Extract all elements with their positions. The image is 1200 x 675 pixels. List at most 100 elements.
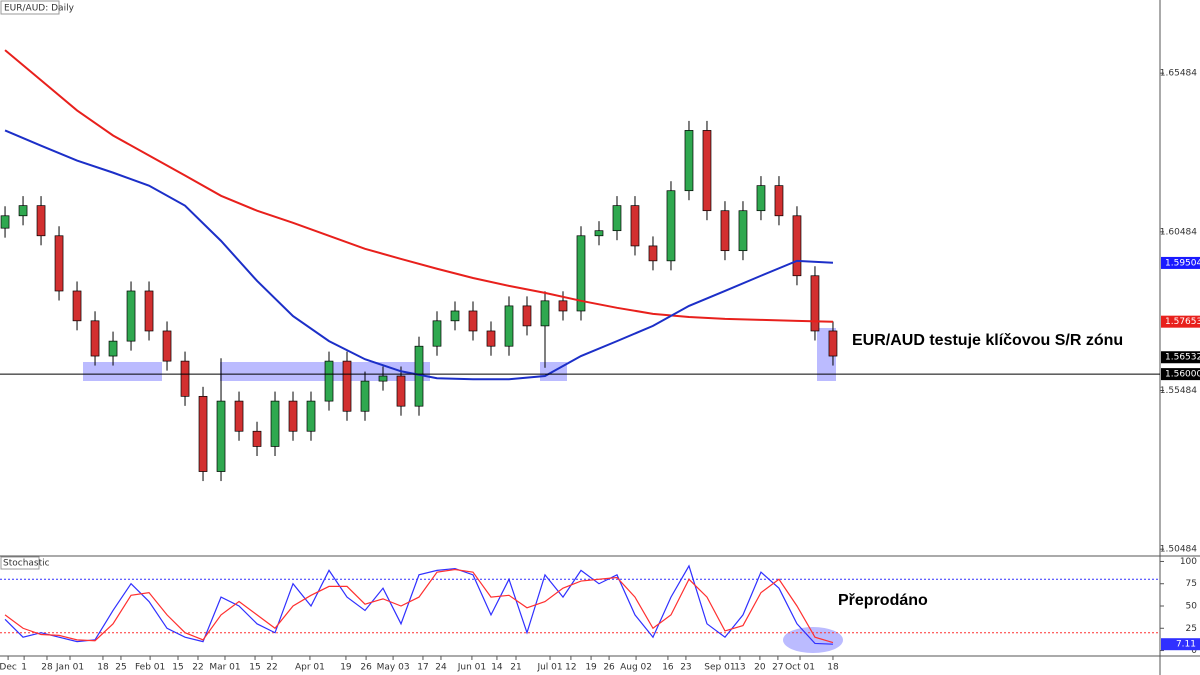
x-tick-label: Feb 01 (135, 663, 165, 673)
candle-body (612, 205, 622, 232)
x-tick-label: Sep 01 (704, 663, 735, 673)
oversold-highlight (783, 627, 843, 653)
x-tick-label: 23 (680, 663, 691, 673)
x-tick-label: May 03 (377, 663, 410, 673)
candle-body (432, 320, 442, 347)
sr-zone (83, 362, 162, 381)
y-tick-label: 50 (1186, 602, 1198, 612)
candle-body (54, 235, 64, 292)
x-tick-label: Apr 01 (295, 663, 325, 673)
price-label: 1.56532 (1165, 353, 1200, 363)
price-label-box (1161, 368, 1200, 381)
candle-body (720, 210, 730, 252)
candle-body (702, 130, 712, 212)
candle-body (90, 320, 100, 357)
x-tick-label: 18 (827, 663, 839, 673)
x-tick-label: 26 (360, 663, 372, 673)
title-box (0, 0, 60, 15)
price-label-box (1161, 315, 1200, 328)
x-tick-label: 13 (734, 663, 745, 673)
annotation: Přeprodáno (838, 592, 928, 609)
price-label: 1.59504 (1165, 258, 1200, 268)
x-tick-label: 15 (249, 663, 260, 673)
candle-body (162, 330, 172, 362)
x-tick-label: 24 (435, 663, 447, 673)
x-tick-label: 19 (585, 663, 597, 673)
x-tick-label: 16 (662, 663, 674, 673)
x-tick-label: 19 (340, 663, 352, 673)
candle-body (324, 360, 334, 402)
x-tick-label: 20 (754, 663, 766, 673)
x-tick-label: Dec (0, 663, 17, 673)
candle-body (594, 230, 604, 237)
annotation: EUR/AUD testuje klíčovou S/R zónu (852, 332, 1123, 349)
x-tick-label: 17 (417, 663, 428, 673)
x-tick-label: Oct 01 (785, 663, 815, 673)
stochastic-line (4, 568, 834, 644)
candle-body (18, 205, 28, 217)
price-label: 1.56000 (1165, 370, 1200, 380)
candle-body (684, 130, 694, 192)
x-tick-label: 27 (772, 663, 783, 673)
candle-body (738, 210, 748, 252)
candle-body (810, 275, 820, 332)
x-tick-label: 12 (565, 663, 576, 673)
price-label-box (1161, 256, 1200, 269)
candle-body (396, 375, 406, 407)
x-tick-label: 22 (266, 663, 277, 673)
x-tick-label: Aug 02 (620, 663, 652, 673)
candle-body (252, 430, 262, 447)
candle-body (108, 340, 118, 357)
candle-body (270, 400, 280, 447)
y-tick-label: 1.50484 (1160, 545, 1197, 555)
moving-average (4, 49, 833, 323)
x-tick-label: 21 (510, 663, 521, 673)
candle-body (198, 395, 208, 472)
value-label: 7.11 (1176, 640, 1196, 650)
x-tick-label: Jan 01 (55, 663, 84, 673)
x-tick-label: 26 (603, 663, 615, 673)
moving-average (4, 129, 834, 381)
x-tick-label: Jul 01 (536, 663, 562, 673)
candle-body (144, 290, 154, 332)
candle-body (72, 290, 82, 322)
candle-body (756, 185, 766, 212)
candle-body (540, 300, 550, 327)
title-box (0, 556, 40, 570)
x-tick-label: 15 (172, 663, 183, 673)
candle-body (774, 185, 784, 217)
candle-body (342, 360, 352, 412)
x-tick-label: Mar 01 (209, 663, 240, 673)
candle-body (216, 400, 226, 472)
price-label-box (1161, 351, 1200, 364)
candle-body (486, 330, 496, 347)
candle-body (630, 205, 640, 247)
candle-body (36, 205, 46, 237)
candle-body (288, 400, 298, 432)
y-tick-label: 100 (1180, 557, 1197, 567)
candle-body (522, 305, 532, 327)
value-label-box (1161, 638, 1200, 651)
price-label: 1.57653 (1165, 317, 1200, 327)
x-tick-label: Jun 01 (457, 663, 486, 673)
candle-body (828, 330, 838, 357)
candle-body (450, 310, 460, 322)
y-tick-label: 75 (1186, 579, 1197, 589)
candle-body (576, 235, 586, 312)
candle-body (0, 215, 10, 229)
y-tick-label: 1.60484 (1160, 227, 1197, 237)
candle-body (666, 190, 676, 262)
candle-body (558, 300, 568, 312)
y-tick-label: 1.65484 (1160, 69, 1197, 79)
candle-body (504, 305, 514, 347)
x-tick-label: 22 (192, 663, 203, 673)
x-tick-label: 28 (41, 663, 53, 673)
candle-body (360, 380, 370, 412)
candle-body (306, 400, 316, 432)
candle-body (234, 400, 244, 432)
y-tick-label: 0 (1191, 646, 1197, 656)
x-tick-label: 1 (21, 663, 27, 673)
x-tick-label: 25 (115, 663, 126, 673)
